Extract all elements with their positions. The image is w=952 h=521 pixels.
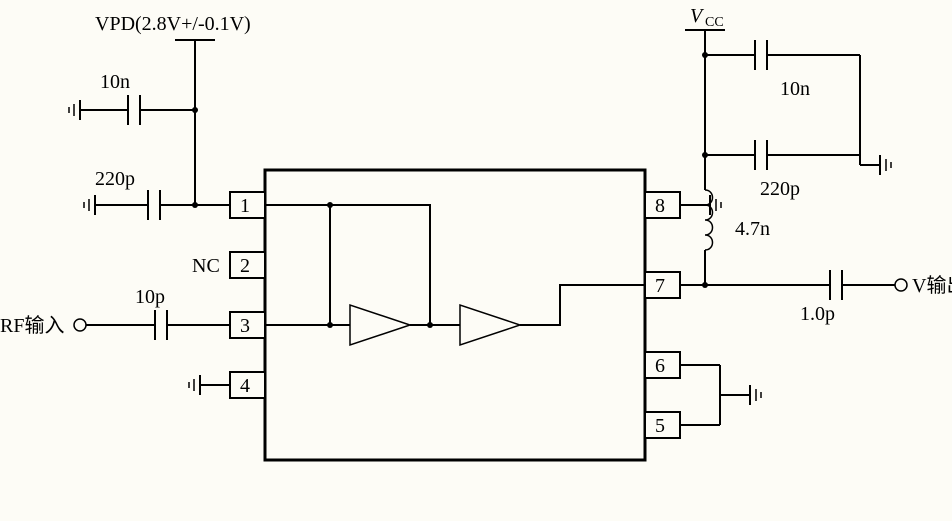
pin-7-label: 7 xyxy=(655,275,665,297)
vcc-label-v: V xyxy=(690,5,705,27)
pin-2-label: 2 xyxy=(240,255,250,277)
cap-10n-label: 10n xyxy=(100,71,130,93)
node-vpd-220p xyxy=(192,202,198,208)
pin-6-label: 6 xyxy=(655,355,665,377)
ic-body xyxy=(265,170,645,460)
nc-label: NC xyxy=(192,255,220,277)
cap-vcc10n-label: 10n xyxy=(780,78,810,100)
rfin-terminal-icon xyxy=(74,319,86,331)
node-top xyxy=(327,202,333,208)
wire-pin1-tap1 xyxy=(265,205,330,325)
pin-3-label: 3 xyxy=(240,315,250,337)
cap-1p-label: 1.0p xyxy=(800,303,835,325)
wire-pin1-tap2 xyxy=(330,205,430,325)
rfin-label: RF输入 xyxy=(0,314,64,337)
vout-label: V输出 xyxy=(912,274,952,297)
amp-1-icon xyxy=(350,305,410,345)
circuit-schematic: 1 2 NC 3 4 8 7 6 5 VPD(2.8V+/-0.1V) 1 xyxy=(0,0,952,521)
inductor-label: 4.7n xyxy=(735,218,770,240)
pin-1-label: 1 xyxy=(240,195,250,217)
vcc-label-cc: CC xyxy=(705,15,724,30)
vout-terminal-icon xyxy=(895,279,907,291)
cap-vcc220p-label: 220p xyxy=(760,178,800,200)
vpd-label: VPD(2.8V+/-0.1V) xyxy=(95,13,251,35)
node-tap1 xyxy=(327,322,333,328)
cap-220p-label: 220p xyxy=(95,168,135,190)
pin-5-label: 5 xyxy=(655,415,665,437)
pin-8-label: 8 xyxy=(655,195,665,217)
pin-4-label: 4 xyxy=(240,375,250,397)
cap-10p-label: 10p xyxy=(135,286,165,308)
node-tap2 xyxy=(427,322,433,328)
wire-amp2-pin7 xyxy=(520,285,645,325)
amp-2-icon xyxy=(460,305,520,345)
node-pin7 xyxy=(702,282,708,288)
inductor-icon xyxy=(705,190,713,250)
